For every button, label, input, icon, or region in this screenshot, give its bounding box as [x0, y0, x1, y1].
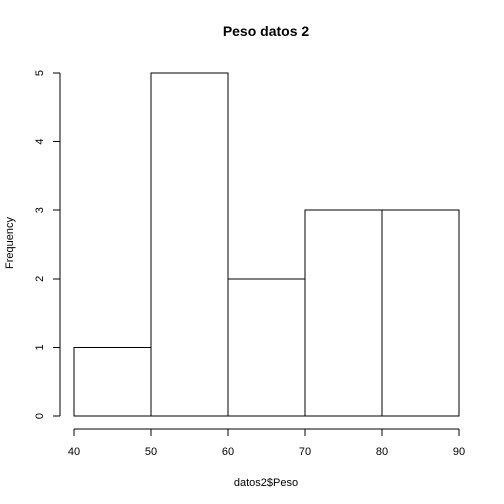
x-tick-label-2: 60 [222, 446, 234, 458]
bars-layer [73, 72, 460, 417]
y-tick-label-4: 4 [34, 139, 46, 145]
histogram-bar-4 [381, 209, 460, 417]
x-axis-label: datos2$Peso [234, 477, 298, 489]
y-tick-label-5: 5 [34, 70, 46, 76]
histogram-bar-1 [150, 72, 229, 417]
y-tick-label-1: 1 [34, 344, 46, 350]
y-tick-label-2: 2 [34, 276, 46, 282]
histogram-bar-0 [73, 346, 152, 417]
y-tick-label-3: 3 [34, 207, 46, 213]
x-axis: 40 50 60 70 80 90 [68, 428, 465, 458]
x-tick-label-0: 40 [68, 446, 80, 458]
x-tick-label-3: 70 [299, 446, 311, 458]
x-tick-label-1: 50 [145, 446, 157, 458]
histogram-bar-3 [304, 209, 383, 417]
x-tick-label-4: 80 [376, 446, 388, 458]
chart-title: Peso datos 2 [223, 23, 310, 39]
y-tick-label-0: 0 [34, 413, 46, 419]
y-axis: 0 1 2 3 4 5 [34, 70, 61, 419]
x-tick-label-5: 90 [453, 446, 465, 458]
y-axis-label: Frequency [4, 217, 16, 269]
histogram-bar-2 [227, 278, 306, 417]
